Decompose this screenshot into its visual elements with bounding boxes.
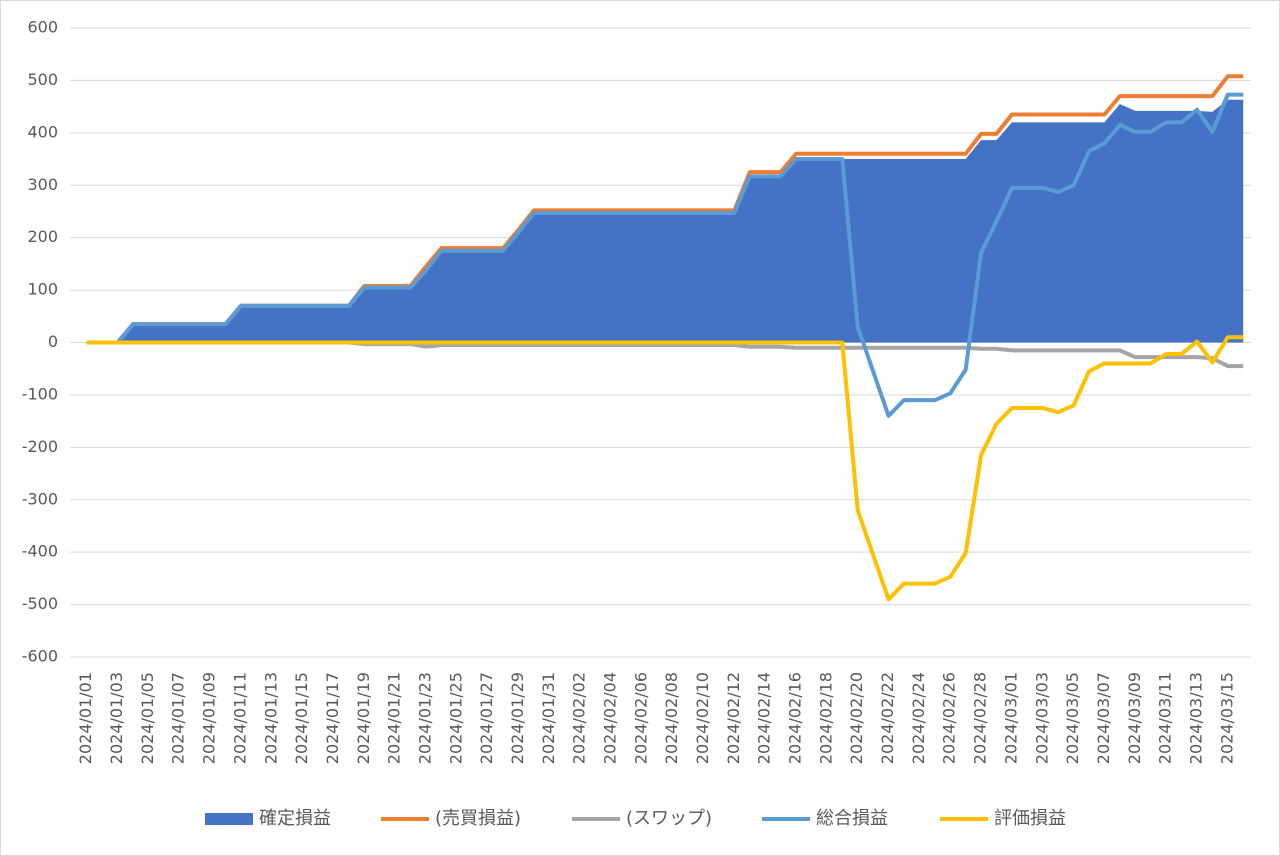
x-tick-label: 2024/02/20 xyxy=(847,672,866,764)
y-tick-label: -500 xyxy=(22,594,58,613)
x-tick-label: 2024/01/13 xyxy=(261,672,280,764)
x-tick-label: 2024/02/10 xyxy=(693,672,712,764)
x-tick-label: 2024/02/28 xyxy=(971,672,990,764)
line xyxy=(86,335,1244,602)
x-tick-label: 2024/01/07 xyxy=(169,672,188,764)
x-tick-label: 2024/02/04 xyxy=(600,672,619,764)
y-tick-label: -600 xyxy=(22,647,58,666)
y-tick-label: 200 xyxy=(27,227,58,246)
y-tick-label: 0 xyxy=(48,332,58,351)
x-tick-label: 2024/01/31 xyxy=(539,672,558,764)
y-tick-label: 400 xyxy=(27,122,58,141)
x-tick-label: 2024/02/02 xyxy=(570,672,589,764)
y-tick-label: -200 xyxy=(22,437,58,456)
x-tick-label: 2024/03/09 xyxy=(1125,672,1144,764)
y-tick-label: 100 xyxy=(27,280,58,299)
x-tick-label: 2024/01/17 xyxy=(323,672,342,764)
x-tick-label: 2024/02/08 xyxy=(662,672,681,764)
legend-label: (売買損益) xyxy=(435,808,521,829)
x-tick-label: 2024/01/15 xyxy=(292,672,311,764)
x-tick-label: 2024/01/19 xyxy=(354,672,373,764)
x-tick-label: 2024/02/12 xyxy=(724,672,743,764)
y-tick-label: -300 xyxy=(22,489,58,508)
x-tick-label: 2024/03/13 xyxy=(1186,672,1205,764)
x-tick-label: 2024/02/06 xyxy=(631,672,650,764)
y-tick-label: -100 xyxy=(22,384,58,403)
legend-label: 確定損益 xyxy=(259,808,331,829)
x-tick-label: 2024/02/14 xyxy=(755,672,774,764)
y-tick-label: 600 xyxy=(27,18,58,37)
x-tick-label: 2024/01/29 xyxy=(508,672,527,764)
x-tick-label: 2024/01/09 xyxy=(200,672,219,764)
legend-label: (スワップ) xyxy=(626,808,712,829)
x-tick-label: 2024/01/05 xyxy=(138,672,157,764)
legend-label: 評価損益 xyxy=(994,808,1066,829)
x-tick-label: 2024/01/27 xyxy=(477,672,496,764)
x-tick-label: 2024/03/05 xyxy=(1063,672,1082,764)
x-tick-label: 2024/03/07 xyxy=(1094,672,1113,764)
line xyxy=(86,92,1244,418)
x-tick-label: 2024/01/23 xyxy=(415,672,434,764)
x-tick-label: 2024/02/24 xyxy=(909,672,928,764)
x-tick-label: 2024/03/15 xyxy=(1217,672,1236,764)
x-tick-label: 2024/01/11 xyxy=(230,672,249,764)
x-tick-label: 2024/01/03 xyxy=(107,672,126,764)
legend-swatch xyxy=(205,813,253,825)
x-tick-label: 2024/01/25 xyxy=(446,672,465,764)
y-tick-label: -400 xyxy=(22,542,58,561)
area xyxy=(86,99,1244,343)
x-tick-label: 2024/03/11 xyxy=(1156,672,1175,764)
x-tick-label: 2024/01/01 xyxy=(76,672,95,764)
x-tick-label: 2024/03/01 xyxy=(1001,672,1020,764)
x-tick-label: 2024/02/26 xyxy=(940,672,959,764)
x-tick-label: 2024/02/16 xyxy=(786,672,805,764)
y-tick-label: 300 xyxy=(27,175,58,194)
legend-label: 総合損益 xyxy=(816,808,888,829)
x-tick-label: 2024/03/03 xyxy=(1032,672,1051,764)
x-tick-label: 2024/01/21 xyxy=(385,672,404,764)
x-tick-label: 2024/02/22 xyxy=(878,672,897,764)
x-tick-label: 2024/02/18 xyxy=(816,672,835,764)
y-tick-label: 500 xyxy=(27,70,58,89)
